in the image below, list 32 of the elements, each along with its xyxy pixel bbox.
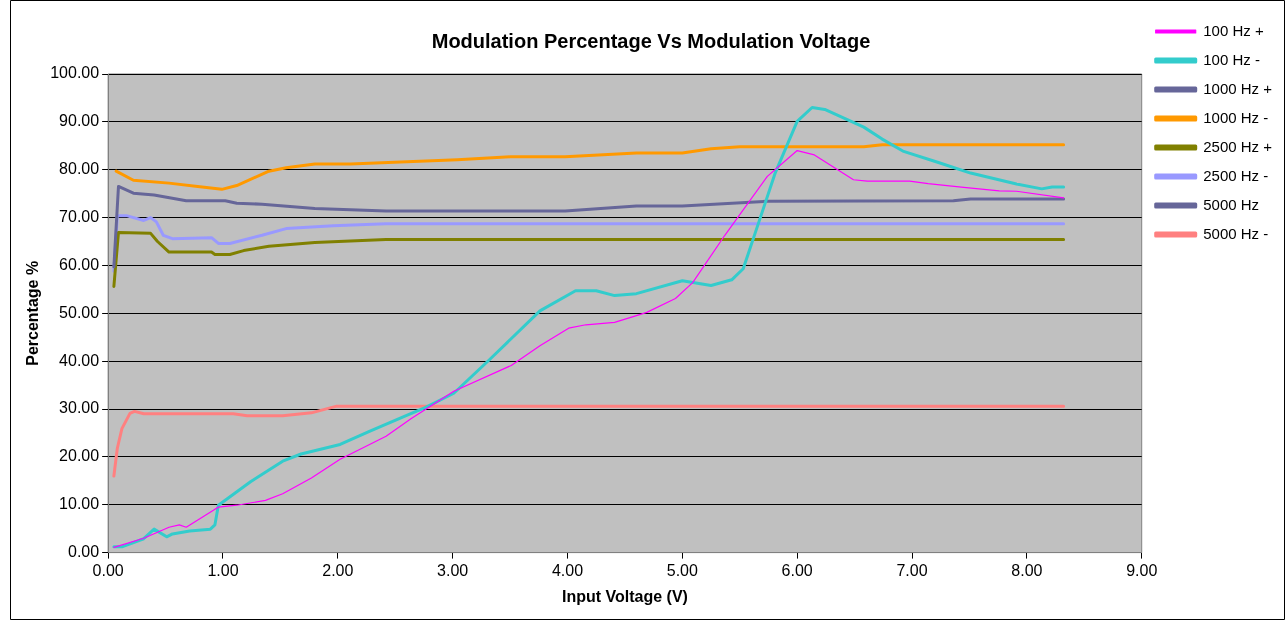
y-tick-label: 80.00 — [59, 160, 100, 178]
y-axis-title: Percentage % — [24, 260, 42, 366]
x-tick-label: 8.00 — [1011, 561, 1043, 579]
y-tick-label: 30.00 — [59, 399, 100, 417]
x-tick-label: 9.00 — [1126, 561, 1158, 579]
legend-label: 5000 Hz - — [1203, 224, 1269, 242]
x-tick-label: 2.00 — [322, 561, 354, 579]
x-tick-label: 5.00 — [666, 561, 699, 579]
y-tick-label: 60.00 — [59, 255, 100, 273]
x-axis-title: Input Voltage (V) — [561, 587, 688, 605]
y-tick-label: 10.00 — [59, 495, 100, 513]
y-tick-label: 100.00 — [50, 64, 100, 82]
legend-label: 1000 Hz - — [1203, 108, 1269, 126]
x-tick-label: 6.00 — [781, 561, 813, 579]
y-tick-label: 90.00 — [59, 112, 100, 130]
legend-label: 100 Hz + — [1203, 21, 1264, 39]
y-tick-label: 70.00 — [59, 207, 100, 225]
chart-title: Modulation Percentage Vs Modulation Voltage — [431, 29, 871, 52]
x-tick-label: 3.00 — [437, 561, 469, 579]
x-tick-label: 1.00 — [207, 561, 239, 579]
legend-label: 5000 Hz — [1203, 195, 1260, 213]
legend-label: 2500 Hz + — [1203, 137, 1273, 155]
legend-label: 1000 Hz + — [1203, 79, 1273, 97]
y-tick-label: 50.00 — [59, 303, 100, 321]
x-tick-label: 7.00 — [896, 561, 928, 579]
y-tick-label: 20.00 — [59, 447, 100, 465]
legend-label: 2500 Hz - — [1203, 166, 1269, 184]
x-tick-label: 0.00 — [92, 561, 124, 579]
y-tick-label: 40.00 — [59, 351, 100, 369]
x-tick-label: 4.00 — [551, 561, 584, 579]
legend-label: 100 Hz - — [1203, 50, 1260, 68]
y-tick-label: 0.00 — [68, 543, 100, 561]
